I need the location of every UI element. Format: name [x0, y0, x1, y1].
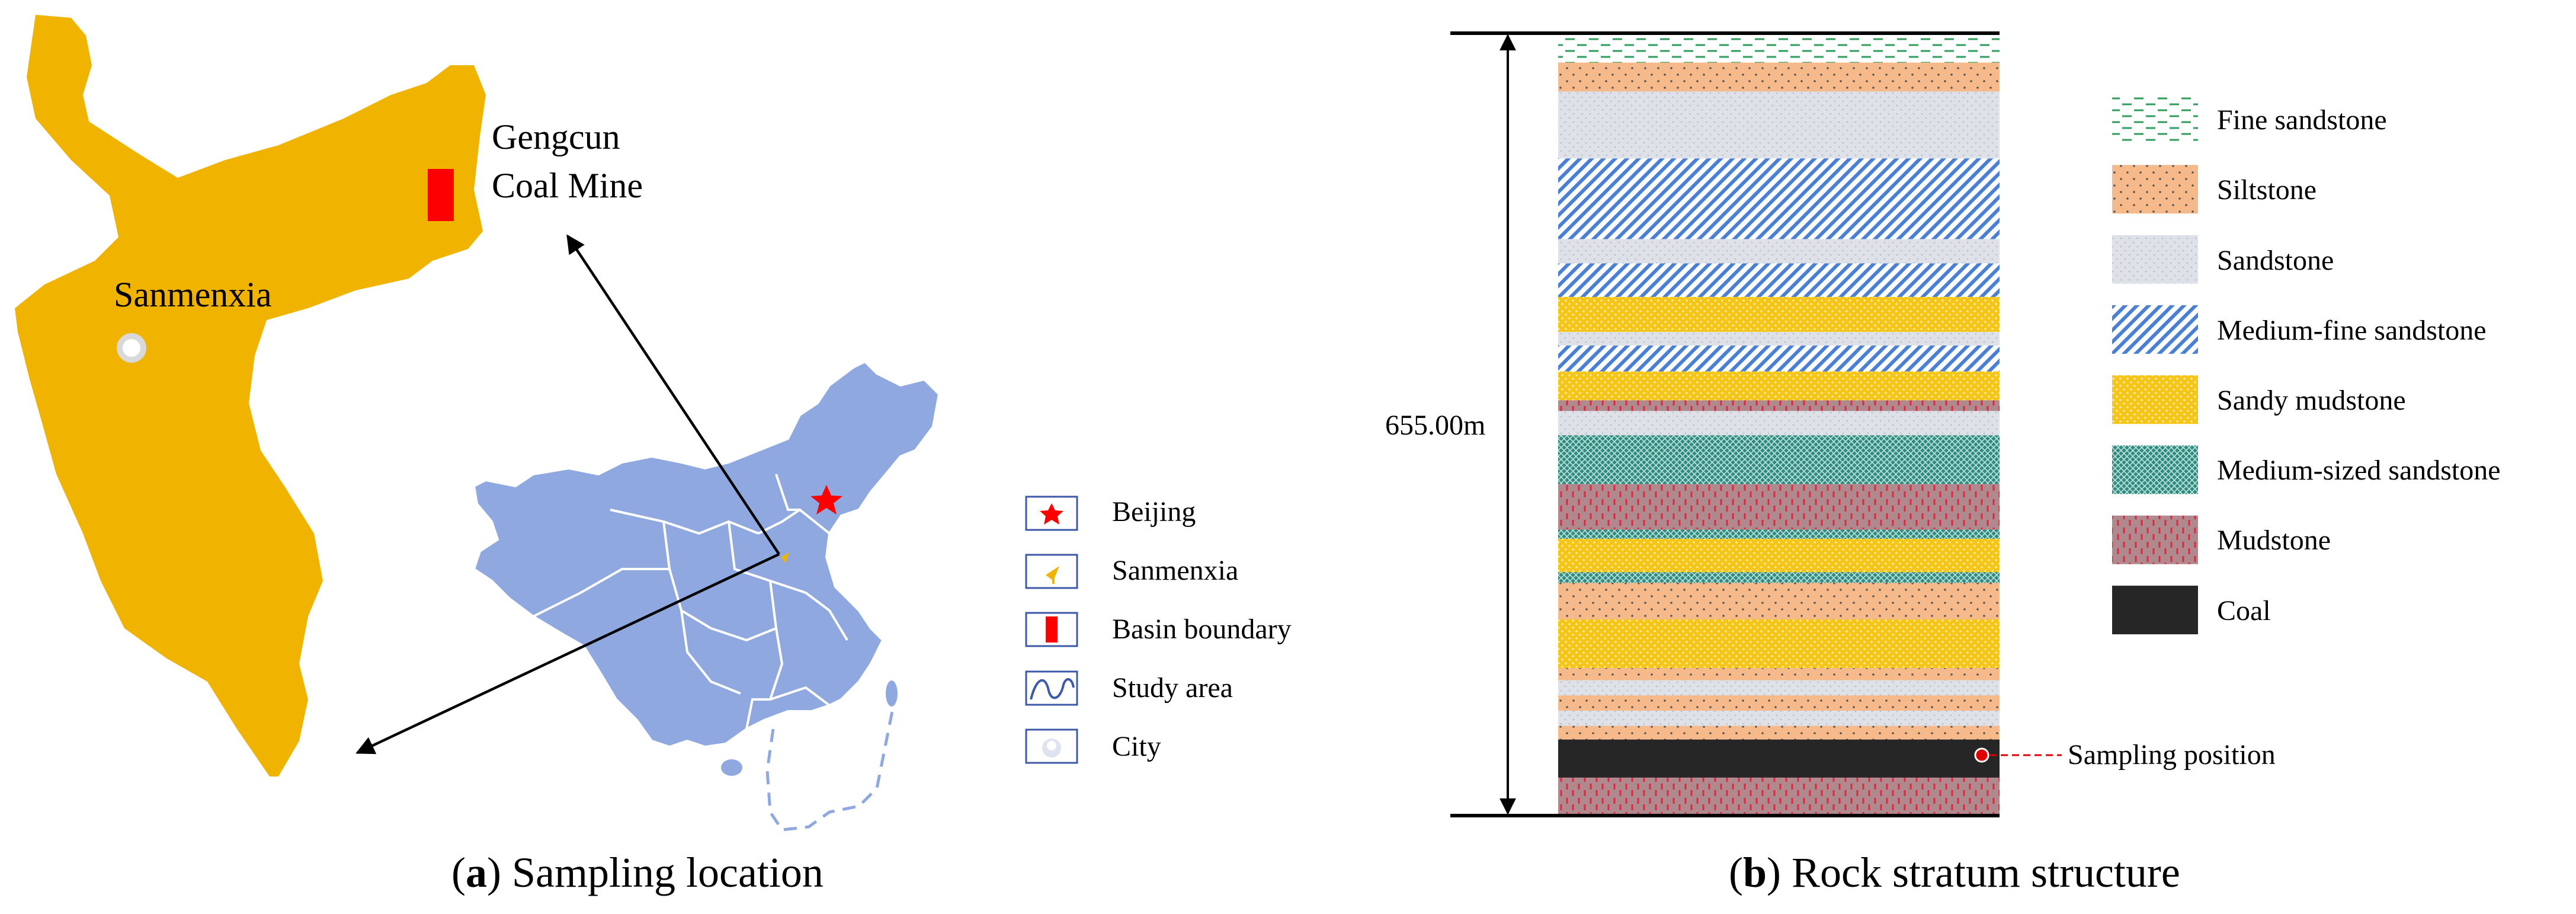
legend-a-city-label: City — [1112, 731, 1161, 762]
stratum-layer-silt — [1558, 726, 2000, 740]
hainan-island — [721, 759, 742, 776]
stratum-layer-sand — [1558, 680, 2000, 696]
sea-boundary-line — [765, 699, 896, 832]
legend-swatch-sand — [2112, 235, 2198, 284]
sanmenxia-label: Sanmenxia — [114, 275, 272, 314]
stratum-layer-medfine — [1558, 345, 2000, 372]
stratum-layer-medsized — [1558, 529, 2000, 539]
legend-a-beijing-label: Beijing — [1112, 496, 1196, 528]
arrow-to-coal-mine — [566, 234, 780, 555]
stratum-layer-silt — [1558, 695, 2000, 711]
stratum-layer-medsized — [1558, 572, 2000, 583]
taiwan-island — [886, 680, 898, 707]
legend-a-basin-label: Basin boundary — [1112, 613, 1292, 645]
beijing-star — [810, 485, 842, 514]
legend-b-medium-sized-label: Medium-sized sandstone — [2217, 455, 2501, 486]
stratum-layer-sand — [1558, 411, 2000, 436]
yellow-flag-icon — [1025, 554, 1078, 589]
caption-a: (a) Sampling location — [451, 849, 824, 896]
caption-b-text: Rock stratum structure — [1781, 849, 2180, 896]
legend-a-study-area-label: Study area — [1112, 672, 1233, 704]
arrow-to-basin — [355, 552, 780, 755]
stratum-layer-medfine — [1558, 158, 2000, 239]
stratum-layer-coal — [1558, 739, 2000, 778]
stratum-layer-silt — [1558, 668, 2000, 681]
sampling-position-label: Sampling position — [2068, 739, 2276, 771]
stratum-layer-mud — [1558, 777, 2000, 816]
stratum-layer-sand — [1558, 331, 2000, 346]
legend-b-sandy-mudstone-label: Sandy mudstone — [2217, 385, 2406, 416]
caption-a-text: Sampling location — [501, 849, 824, 896]
stratum-layer-sandymud — [1558, 538, 2000, 573]
legend-swatch-silt — [2112, 165, 2198, 214]
stratum-layer-medsized — [1558, 435, 2000, 485]
stratum-layer-sandymud — [1558, 296, 2000, 333]
panel-a-map — [15, 15, 941, 832]
legend-a-sanmenxia-label: Sanmenxia — [1112, 555, 1239, 586]
legend-swatch-medfine — [2112, 305, 2198, 354]
stratum-layer-medfine — [1558, 263, 2000, 298]
sanmenxia-city-dot — [117, 333, 146, 363]
legend-b-coal-label: Coal — [2217, 595, 2271, 627]
coal-mine-label-line1: Gengcun — [492, 117, 620, 156]
legend-b-sandstone-label: Sandstone — [2217, 245, 2334, 276]
white-dot-icon — [1025, 728, 1078, 764]
stratum-layer-silt — [1558, 62, 2000, 92]
legend-swatch-mud — [2112, 515, 2198, 564]
legend-swatch-fine — [2112, 95, 2198, 143]
legend-b-siltstone-label: Siltstone — [2217, 174, 2317, 206]
sanmenxia-map-flag — [781, 552, 789, 563]
stratum-layer-fine — [1558, 37, 2000, 63]
caption-a-letter: a — [465, 849, 487, 896]
red-star-icon — [1025, 496, 1078, 531]
strata-column — [1558, 37, 2000, 816]
stratum-layer-sand — [1558, 91, 2000, 159]
panel-a-legend-icons — [1025, 496, 1078, 764]
legend-swatch-medsized — [2112, 445, 2198, 494]
legend-b-fine-sandstone-label: Fine sandstone — [2217, 104, 2387, 136]
coal-mine-marker — [428, 169, 454, 221]
stratum-layer-sand — [1558, 239, 2000, 264]
sampling-point — [1974, 747, 1989, 763]
thickness-label: 655.00m — [1385, 410, 1486, 441]
stratum-layer-sand — [1558, 710, 2000, 727]
legend-b-medium-fine-label: Medium-fine sandstone — [2217, 315, 2487, 346]
stratum-layer-mud — [1558, 484, 2000, 530]
china-map — [472, 360, 941, 749]
legend-swatch-coal — [2112, 586, 2198, 635]
basin-region — [15, 15, 486, 776]
blue-curve-icon — [1025, 670, 1078, 706]
panel-b-legend-swatches — [2112, 95, 2198, 635]
coal-mine-label-line2: Coal Mine — [492, 166, 643, 205]
stratum-layer-mud — [1558, 400, 2000, 411]
caption-b: (b) Rock stratum structure — [1729, 849, 2180, 896]
province-borders — [533, 474, 872, 730]
stratum-layer-sandymud — [1558, 371, 2000, 401]
stratum-layer-sandymud — [1558, 619, 2000, 669]
red-rectangle-icon — [1025, 612, 1078, 647]
caption-b-letter: b — [1742, 849, 1767, 896]
legend-b-mudstone-label: Mudstone — [2217, 525, 2331, 556]
stratum-layer-silt — [1558, 583, 2000, 620]
legend-swatch-sandymud — [2112, 375, 2198, 424]
